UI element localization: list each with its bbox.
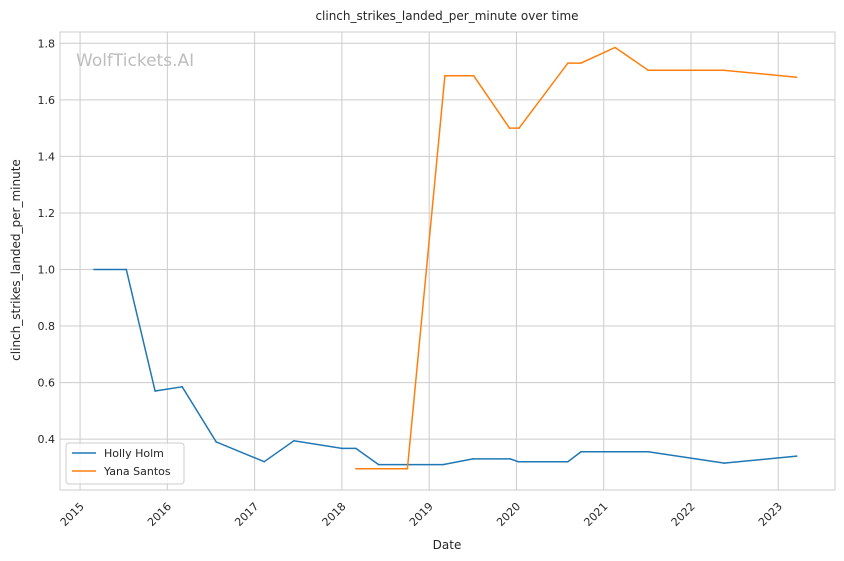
x-tick-label: 2015 xyxy=(58,500,87,529)
data-point xyxy=(377,463,380,466)
data-point xyxy=(154,390,156,392)
data-point xyxy=(263,460,266,463)
data-point xyxy=(125,268,128,271)
y-tick-label: 1.2 xyxy=(38,207,56,220)
data-point xyxy=(355,447,357,450)
data-point xyxy=(406,467,409,470)
data-point xyxy=(567,62,569,64)
data-point xyxy=(795,455,798,457)
data-point xyxy=(509,458,512,460)
data-point xyxy=(508,127,511,129)
data-point xyxy=(293,440,295,442)
plot-frame xyxy=(59,31,836,491)
watermark: WolfTickets.AI xyxy=(76,51,194,71)
y-tick-label: 1.8 xyxy=(38,37,56,50)
data-point xyxy=(647,451,650,453)
data-point xyxy=(215,441,218,443)
x-tick-label: 2019 xyxy=(407,500,436,529)
x-tick-label: 2021 xyxy=(581,500,610,529)
data-point xyxy=(355,467,357,470)
y-tick-label: 1.4 xyxy=(38,150,56,163)
y-tick-label: 1.0 xyxy=(38,263,56,276)
legend: Holly Holm Yana Santos xyxy=(65,442,185,485)
x-tick-label: 2020 xyxy=(494,500,523,529)
data-point xyxy=(722,69,725,71)
data-point xyxy=(517,460,519,463)
data-point xyxy=(93,268,95,271)
y-tick-label: 0.4 xyxy=(38,433,56,446)
data-point xyxy=(723,462,725,464)
series-line-yana-santos xyxy=(355,46,797,470)
x-tick-label: 2016 xyxy=(145,500,174,529)
x-tick-label: 2022 xyxy=(669,500,698,529)
data-point xyxy=(442,463,444,466)
data-point xyxy=(472,75,475,77)
data-point xyxy=(580,62,582,64)
x-tick-label: 2023 xyxy=(756,500,785,529)
y-tick-label: 1.6 xyxy=(38,94,56,107)
x-tick-label: 2017 xyxy=(232,500,261,529)
data-point xyxy=(181,386,183,388)
data-point xyxy=(567,460,569,463)
data-point xyxy=(647,69,650,71)
data-point xyxy=(614,46,616,49)
data-point xyxy=(518,127,520,129)
data-point xyxy=(444,75,446,77)
y-axis-label: clinch_strikes_landed_per_minute xyxy=(9,159,23,361)
legend-label-holly: Holly Holm xyxy=(104,447,164,460)
x-tick-label: 2018 xyxy=(320,500,349,529)
x-axis-label: Date xyxy=(433,538,462,552)
chart-title: clinch_strikes_landed_per_minute over ti… xyxy=(315,9,578,23)
legend-label-yana: Yana Santos xyxy=(103,465,171,478)
data-point xyxy=(341,447,343,450)
y-tick-label: 0.8 xyxy=(38,320,56,333)
y-tick-label: 0.6 xyxy=(38,377,56,390)
data-point xyxy=(580,451,582,453)
data-point xyxy=(472,458,474,460)
data-point xyxy=(795,76,798,79)
